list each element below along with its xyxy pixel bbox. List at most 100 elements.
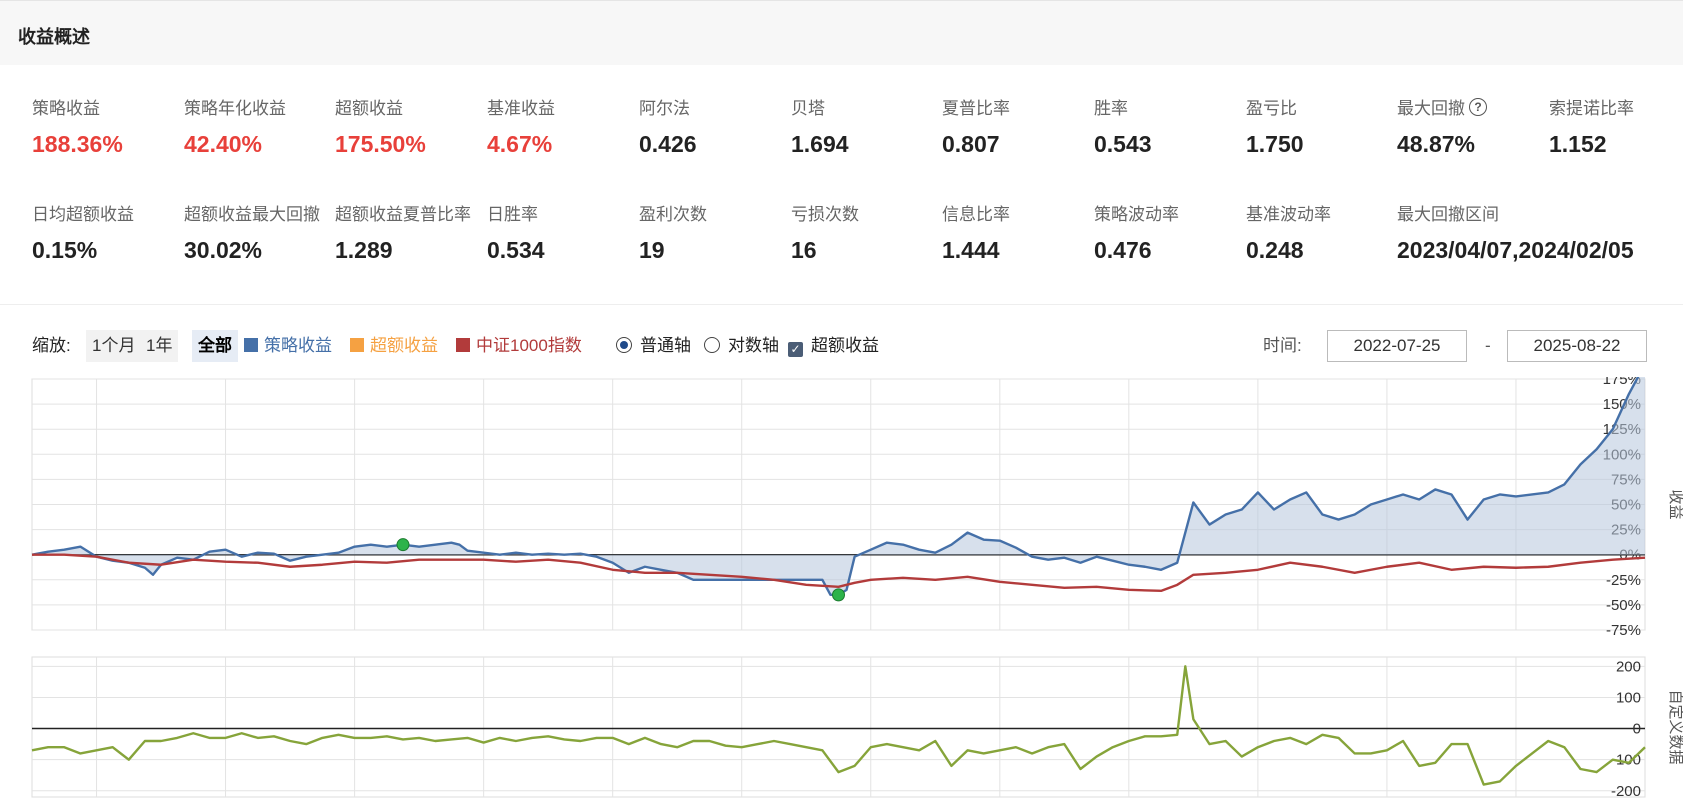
metric-label: 亏损次数 xyxy=(791,200,941,225)
date-separator: - xyxy=(1485,336,1491,355)
metric-value: 0.807 xyxy=(942,131,1000,157)
metric-value: 0.15% xyxy=(32,237,98,263)
metric-card: 策略收益 188.36% xyxy=(32,94,182,158)
y-tick-label: -50% xyxy=(1606,597,1641,614)
date-to-input[interactable] xyxy=(1507,330,1647,362)
metric-label: 基准波动率 xyxy=(1246,200,1396,225)
header-bar: 收益概述 xyxy=(0,0,1683,65)
metric-label-text: 日胜率 xyxy=(487,205,538,224)
zoom-1-year-button[interactable]: 1年 xyxy=(140,330,179,362)
metric-label: 最大回撤区间 xyxy=(1397,200,1547,225)
metric-value: 48.87% xyxy=(1397,131,1476,157)
metric-label: 策略波动率 xyxy=(1094,200,1244,225)
y-tick-label: 200 xyxy=(1616,658,1641,675)
chart-toolbar: 缩放: 1个月 1年 全部 策略收益 超额收益 中证1000指数 普通轴 对数轴… xyxy=(32,330,1652,362)
legend-swatch-excess xyxy=(350,338,364,352)
metric-value: 1.152 xyxy=(1549,131,1607,157)
metric-card: 基准收益 4.67% xyxy=(487,94,637,158)
excess-return-checkbox[interactable]: ✓ 超额收益 xyxy=(788,330,879,362)
metric-label: 日均超额收益 xyxy=(32,200,182,225)
radio-unchecked-icon xyxy=(704,337,720,353)
y-tick-label: -200 xyxy=(1611,783,1641,800)
trade-marker xyxy=(832,588,845,602)
metric-value: 1.750 xyxy=(1246,131,1304,157)
zoom-1-month-button[interactable]: 1个月 xyxy=(86,330,142,362)
metric-label-text: 策略年化收益 xyxy=(184,99,286,118)
y-tick-label: -100 xyxy=(1611,752,1641,769)
metric-label: 超额收益夏普比率 xyxy=(335,200,485,225)
metric-label-text: 策略收益 xyxy=(32,99,100,118)
metric-value: 16 xyxy=(791,237,817,263)
metric-card: 最大回撤区间 2023/04/07,2024/02/05 xyxy=(1397,200,1634,264)
metric-label-text: 索提诺比率 xyxy=(1549,99,1634,118)
metric-card: 贝塔 1.694 xyxy=(791,94,941,158)
page-title: 收益概述 xyxy=(18,27,90,47)
legend-label-benchmark: 中证1000指数 xyxy=(476,336,582,355)
metric-label-text: 基准收益 xyxy=(487,99,555,118)
metric-card: 策略年化收益 42.40% xyxy=(184,94,334,158)
metric-label-text: 最大回撤 xyxy=(1397,99,1465,118)
metric-card: 日胜率 0.534 xyxy=(487,200,637,264)
metric-label-text: 亏损次数 xyxy=(791,205,859,224)
metric-card: 索提诺比率 1.152 xyxy=(1549,94,1683,158)
metric-label: 夏普比率 xyxy=(942,94,1092,119)
log-axis-label: 对数轴 xyxy=(728,336,779,355)
metric-card: 超额收益 175.50% xyxy=(335,94,485,158)
metric-label: 阿尔法 xyxy=(639,94,789,119)
metric-label-text: 超额收益最大回撤 xyxy=(184,205,320,224)
metric-label: 贝塔 xyxy=(791,94,941,119)
metric-label: 超额收益最大回撤 xyxy=(184,200,334,225)
metric-card: 超额收益最大回撤 30.02% xyxy=(184,200,334,264)
zoom-all-button[interactable]: 全部 xyxy=(192,330,238,362)
metric-card: 亏损次数 16 xyxy=(791,200,941,264)
y-tick-label: 0 xyxy=(1633,721,1641,738)
metric-label: 策略收益 xyxy=(32,94,182,119)
metric-label-text: 超额收益 xyxy=(335,99,403,118)
return-chart[interactable]: 175%150%125%100%75%50%25%0%-25%-50%-75%收… xyxy=(0,377,1683,637)
checkbox-checked-icon: ✓ xyxy=(788,342,803,357)
metric-card: 夏普比率 0.807 xyxy=(942,94,1092,158)
date-from-input[interactable] xyxy=(1327,330,1467,362)
metric-value: 30.02% xyxy=(184,237,263,263)
metric-value: 188.36% xyxy=(32,131,123,157)
metric-label-text: 盈利次数 xyxy=(639,205,707,224)
series-line-1 xyxy=(32,553,1646,593)
metric-value: 0.426 xyxy=(639,131,697,157)
metric-label: 策略年化收益 xyxy=(184,94,334,119)
log-axis-radio[interactable]: 对数轴 xyxy=(704,330,779,362)
metric-label-text: 盈亏比 xyxy=(1246,99,1297,118)
metric-value: 19 xyxy=(639,237,665,263)
metric-value: 0.476 xyxy=(1094,237,1152,263)
excess-return-checkbox-label: 超额收益 xyxy=(811,336,879,355)
metric-label-text: 夏普比率 xyxy=(942,99,1010,118)
y-tick-label: 100 xyxy=(1616,689,1641,706)
metric-value: 1.444 xyxy=(942,237,1000,263)
plot-area xyxy=(31,656,1646,798)
legend-swatch-strategy xyxy=(244,338,258,352)
legend-label-strategy: 策略收益 xyxy=(264,336,332,355)
legend-item-excess[interactable]: 超额收益 xyxy=(350,330,438,362)
metric-value: 1.694 xyxy=(791,131,849,157)
help-icon[interactable]: ? xyxy=(1469,97,1487,116)
legend-item-strategy[interactable]: 策略收益 xyxy=(244,330,332,362)
normal-axis-radio[interactable]: 普通轴 xyxy=(616,330,691,362)
legend-item-benchmark[interactable]: 中证1000指数 xyxy=(456,330,582,362)
metric-card: 盈亏比 1.750 xyxy=(1246,94,1396,158)
divider xyxy=(0,304,1683,305)
y-tick-label: -25% xyxy=(1606,572,1641,589)
metric-value: 0.248 xyxy=(1246,237,1304,263)
metric-label-text: 策略波动率 xyxy=(1094,205,1179,224)
y-axis-title: 自定义数据 xyxy=(1667,689,1683,764)
metric-value: 0.534 xyxy=(487,237,545,263)
trade-marker xyxy=(396,538,410,552)
legend-swatch-benchmark xyxy=(456,338,470,352)
metric-label: 日胜率 xyxy=(487,200,637,225)
metric-label-text: 信息比率 xyxy=(942,205,1010,224)
metric-label-text: 阿尔法 xyxy=(639,99,690,118)
metric-label: 胜率 xyxy=(1094,94,1244,119)
metric-value: 175.50% xyxy=(335,131,426,157)
metric-label-text: 贝塔 xyxy=(791,99,825,118)
legend-label-excess: 超额收益 xyxy=(370,336,438,355)
metric-value: 4.67% xyxy=(487,131,553,157)
custom-data-chart[interactable]: 200 100 0 -100 -200 自定义数据 xyxy=(0,655,1683,800)
